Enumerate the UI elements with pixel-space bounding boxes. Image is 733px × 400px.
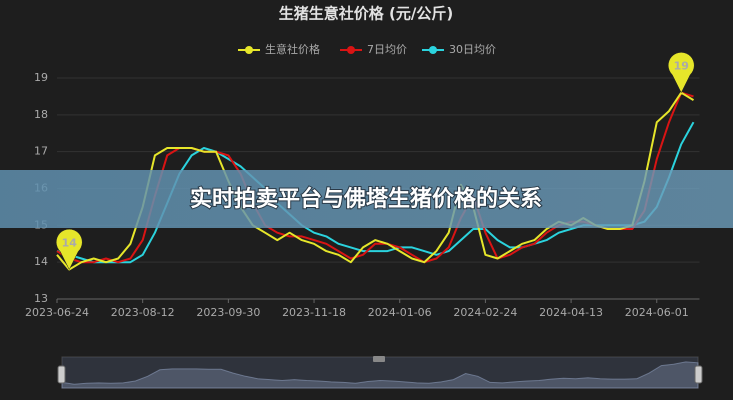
marker-label: 19 xyxy=(674,60,689,73)
legend-label: 30日均价 xyxy=(449,43,496,56)
x-tick-label: 2024-06-01 xyxy=(625,306,689,319)
zoom-slider[interactable] xyxy=(57,356,703,389)
x-tick-label: 2024-02-24 xyxy=(453,306,517,319)
x-tick-label: 2023-09-30 xyxy=(196,306,260,319)
slider-window[interactable] xyxy=(62,357,698,388)
slider-handle-left[interactable] xyxy=(57,365,66,384)
y-tick-label: 14 xyxy=(34,255,48,268)
chart-title: 生猪生意社价格 (元/公斤) xyxy=(279,5,453,23)
y-tick-label: 17 xyxy=(34,145,48,158)
x-tick-label: 2024-04-13 xyxy=(539,306,603,319)
legend-symbol xyxy=(245,46,253,54)
marker-pin xyxy=(668,52,695,94)
y-tick-label: 19 xyxy=(34,71,48,84)
slider-handle-right[interactable] xyxy=(694,365,703,384)
x-tick-label: 2023-08-12 xyxy=(111,306,175,319)
x-tick-label: 2023-06-24 xyxy=(25,306,89,319)
legend-symbol xyxy=(347,46,355,54)
x-tick-label: 2024-01-06 xyxy=(368,306,432,319)
x-tick-label: 2023-11-18 xyxy=(282,306,346,319)
marker-label: 14 xyxy=(62,237,78,250)
y-tick-label: 13 xyxy=(34,292,48,305)
slider-move-handle[interactable] xyxy=(373,356,385,362)
marker-pin xyxy=(56,228,83,271)
legend-label: 生意社价格 xyxy=(265,42,320,56)
y-tick-label: 18 xyxy=(34,108,48,121)
slider-shadow xyxy=(61,361,699,389)
legend-symbol xyxy=(429,46,437,54)
legend-label: 7日均价 xyxy=(367,43,407,56)
overlay-banner xyxy=(0,170,733,228)
overlay-title: 实时拍卖平台与佛塔生猪价格的关系 xyxy=(190,186,542,212)
